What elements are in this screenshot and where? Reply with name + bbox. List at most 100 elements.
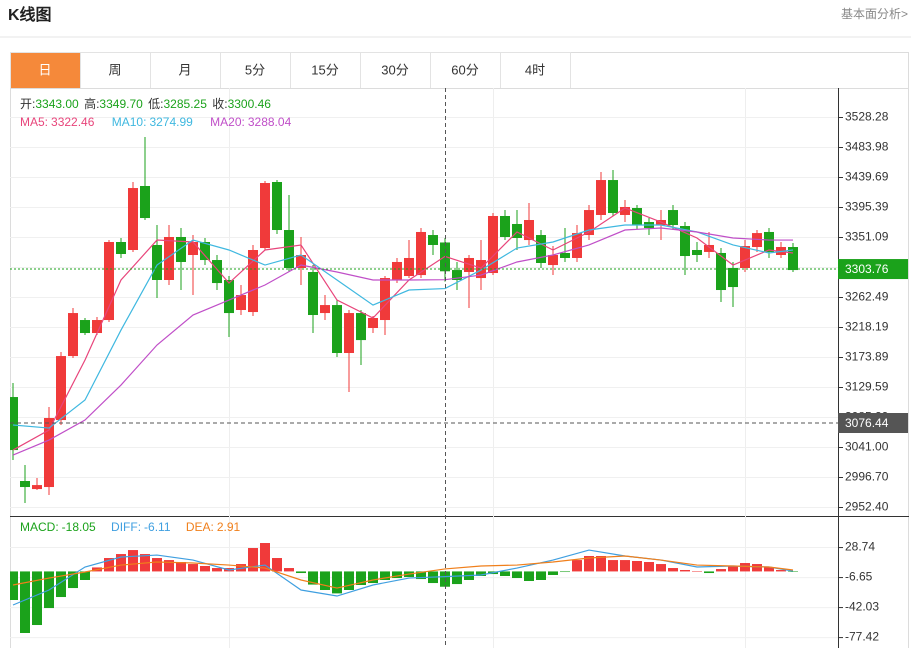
macd-panel: 28.74 -6.65 -42.03 -77.42 <box>10 540 879 644</box>
candle-body <box>332 305 342 354</box>
candle-body <box>740 246 750 269</box>
y-tick-label: 3041.00 <box>845 440 889 454</box>
indicator-line <box>12 227 793 456</box>
y-tick-label: 2996.70 <box>845 470 889 484</box>
candle-body <box>524 219 534 241</box>
macd-bar <box>704 571 714 574</box>
tab[interactable]: 日 <box>38 62 51 77</box>
tab-bg[interactable] <box>150 52 221 89</box>
tab[interactable]: 4时 <box>525 62 545 77</box>
macd-bar <box>212 568 222 572</box>
tab[interactable]: 15分 <box>311 62 338 77</box>
macd-bar <box>104 558 114 572</box>
macd-bar <box>236 564 246 572</box>
macd-bar <box>548 571 558 575</box>
legend-name: MA20: <box>210 115 245 129</box>
candle-body <box>716 252 726 291</box>
tab-bg[interactable] <box>430 52 501 89</box>
crosshair-label: 3076.44 <box>845 416 889 430</box>
candle-body <box>560 252 570 258</box>
macd-bar <box>536 571 546 580</box>
macd-bar <box>668 568 678 572</box>
macd-bar <box>620 560 630 572</box>
macd-bar <box>584 555 594 572</box>
ohlc-name: 收: <box>212 97 227 111</box>
tab-bg[interactable] <box>360 52 431 89</box>
macd-bar <box>80 571 90 580</box>
macd-bar <box>500 571 510 577</box>
candle-body <box>10 397 18 451</box>
tab-bg[interactable] <box>10 52 81 89</box>
candle-body <box>584 210 594 236</box>
candle-body <box>464 257 474 273</box>
ohlc-value: 3349.70 <box>99 97 143 111</box>
candle-body <box>452 270 462 280</box>
indicator-line <box>12 555 794 589</box>
candle-body <box>608 180 618 214</box>
macd-bar <box>596 555 606 572</box>
histogram <box>10 543 798 633</box>
candle-body <box>260 183 270 249</box>
macd-bar <box>632 560 642 572</box>
macd-bar <box>416 571 426 580</box>
fundamental-link[interactable]: 基本面分析> <box>841 7 908 21</box>
legend-value: -18.05 <box>62 520 96 534</box>
y-tick-label: 28.74 <box>845 540 875 554</box>
y-tick-label: -6.65 <box>845 570 873 584</box>
macd-bar <box>152 558 162 572</box>
last-price-box <box>838 259 908 280</box>
macd-bar <box>368 571 378 584</box>
candle-body <box>536 235 546 263</box>
legend-name: MA10: <box>112 115 147 129</box>
candle-body <box>572 233 582 258</box>
macd-bar <box>716 569 726 572</box>
candle-body <box>176 236 186 262</box>
y-tick-label: 3218.19 <box>845 320 889 334</box>
macd-bar <box>764 567 774 572</box>
macd-bar <box>776 569 786 572</box>
macd-bar <box>188 564 198 572</box>
candle-body <box>140 185 150 219</box>
tab[interactable]: 60分 <box>451 62 478 77</box>
indicator-line <box>12 549 794 606</box>
candle-body <box>380 278 390 321</box>
ohlc-value: 3343.00 <box>35 97 79 111</box>
candle-body <box>404 257 414 277</box>
tab-bg[interactable] <box>220 52 291 89</box>
macd-bar <box>476 571 486 577</box>
macd-bar <box>392 571 402 579</box>
y-tick-label: 3351.09 <box>845 230 889 244</box>
legend-value: 2.91 <box>217 520 241 534</box>
tab[interactable]: 周 <box>108 62 121 77</box>
candle-body <box>224 279 234 314</box>
candle-body <box>548 255 558 266</box>
tab[interactable]: 月 <box>178 62 191 77</box>
tab-bg[interactable] <box>80 52 151 89</box>
candle-body <box>128 188 138 250</box>
candle-body <box>416 231 426 276</box>
candle-body <box>248 249 258 313</box>
legend-name: MA5: <box>20 115 48 129</box>
candle-body <box>680 226 690 257</box>
candle-body <box>428 235 438 245</box>
macd-bar <box>260 543 270 572</box>
y-tick-label: 3439.69 <box>845 170 889 184</box>
tab[interactable]: 5分 <box>245 62 265 77</box>
candle-body <box>152 244 162 280</box>
candle-body <box>284 230 294 269</box>
macd-bar <box>128 550 138 572</box>
candle-body <box>356 313 366 341</box>
macd-bar <box>116 554 126 572</box>
tab-bar: 日 周 月 5分 15分 30分 60分 4时 <box>10 52 571 89</box>
macd-bar <box>752 564 762 572</box>
macd-bar <box>176 562 186 572</box>
y-tick-label: -42.03 <box>845 600 879 614</box>
tab[interactable]: 30分 <box>381 62 408 77</box>
macd-bar <box>728 565 738 572</box>
candle-body <box>92 320 102 334</box>
y-tick-label: 3262.49 <box>845 290 889 304</box>
widget-title: K线图 <box>8 5 52 24</box>
candle-body <box>752 233 762 248</box>
candle-body <box>368 317 378 329</box>
